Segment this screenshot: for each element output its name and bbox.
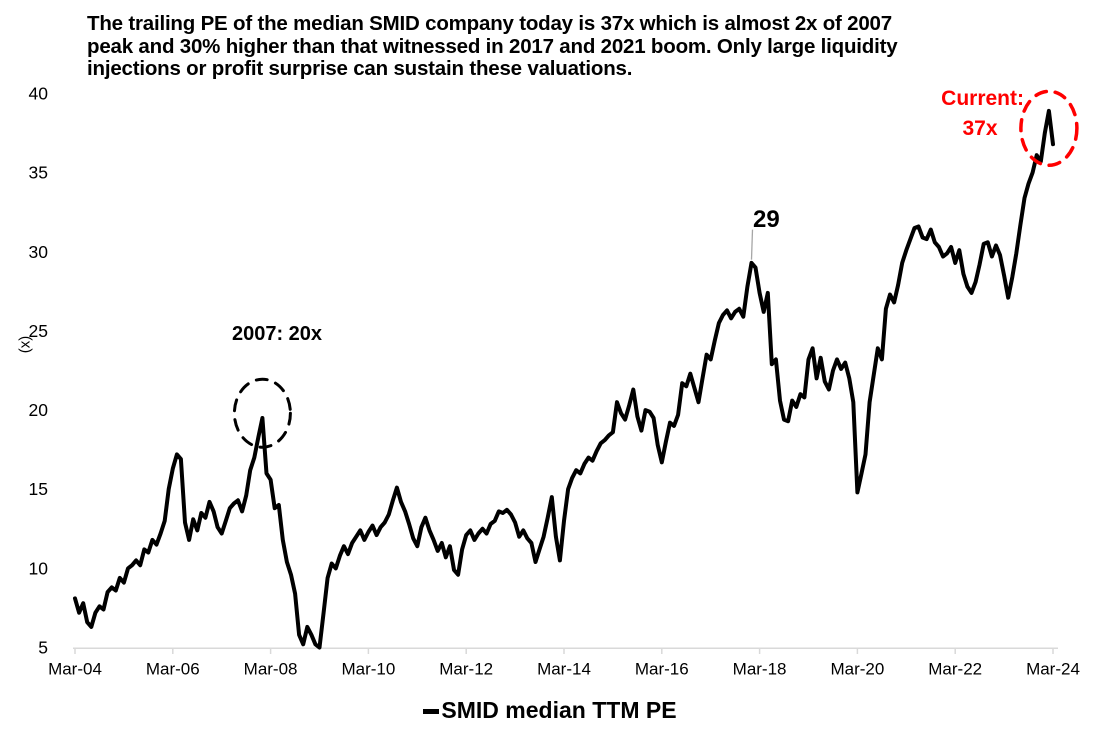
x-tick-label: Mar-08 <box>244 660 298 679</box>
y-tick-label: 25 <box>29 321 48 341</box>
x-tick-label: Mar-20 <box>830 660 884 679</box>
chart-title-line-2: peak and 30% higher than that witnessed … <box>87 34 898 58</box>
x-tick-label: Mar-06 <box>146 660 200 679</box>
annotation-current-label: Current: 37x <box>936 84 1024 145</box>
chart-title-line-1: The trailing PE of the median SMID compa… <box>87 12 892 35</box>
annotation-current-line-2: 37x <box>962 117 998 141</box>
x-tick-label: Mar-04 <box>48 660 102 679</box>
x-tick-label: Mar-12 <box>439 660 493 679</box>
chart-title-line-3: injections or profit surprise can sustai… <box>87 57 633 80</box>
y-tick-label: 35 <box>29 163 48 183</box>
y-tick-label: 20 <box>29 400 49 420</box>
annotation-2018-peak-label: 29 <box>753 206 780 233</box>
current-dashed-circle <box>1019 89 1079 168</box>
legend: SMID median TTM PE <box>0 697 1100 724</box>
legend-label: SMID median TTM PE <box>441 697 677 723</box>
legend-line-marker <box>423 709 440 714</box>
y-tick-label: 30 <box>29 242 49 262</box>
annotation-current-line-1: Current: <box>941 87 1024 110</box>
y-tick-label: 40 <box>29 84 49 104</box>
x-tick-label: Mar-18 <box>733 660 787 679</box>
peak-2007-dashed-circle <box>232 377 292 449</box>
chart-title: The trailing PE of the median SMID compa… <box>87 12 1047 81</box>
series-line-smid-median-ttm-pe <box>73 108 1055 650</box>
peak-2018-leader-line <box>750 229 754 260</box>
x-tick-label: Mar-14 <box>537 660 591 679</box>
y-tick-label: 10 <box>29 558 49 578</box>
x-tick-label: Mar-24 <box>1026 660 1080 679</box>
annotation-2007-peak-label: 2007: 20x <box>231 323 323 345</box>
x-tick-label: Mar-10 <box>341 660 395 679</box>
x-tick-label: Mar-22 <box>928 660 982 679</box>
y-tick-label: 15 <box>29 479 48 499</box>
y-tick-label: 5 <box>38 638 48 658</box>
x-tick-label: Mar-16 <box>635 660 689 679</box>
